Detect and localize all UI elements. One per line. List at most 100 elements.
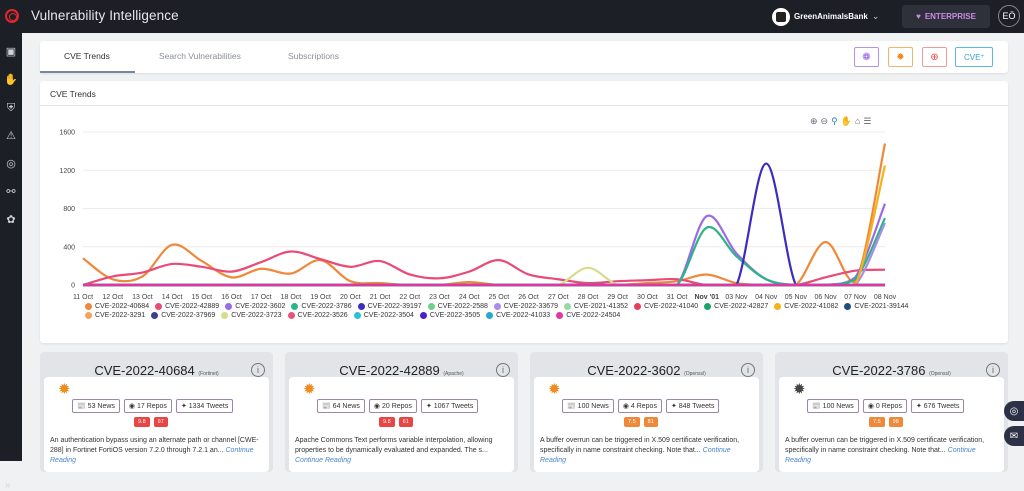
legend-item[interactable]: CVE-2022-40684 bbox=[85, 303, 149, 310]
network-icon[interactable]: ⚯ bbox=[6, 186, 16, 198]
trend-score: 61 bbox=[398, 417, 413, 427]
legend-item[interactable]: CVE-2022-3504 bbox=[353, 312, 414, 319]
info-icon[interactable]: i bbox=[986, 363, 1000, 377]
add-button[interactable]: ⊕ bbox=[922, 47, 947, 67]
y-tick-label: 1600 bbox=[59, 130, 75, 137]
x-tick-label: 26 Oct bbox=[518, 294, 539, 301]
tweets-count-text: 676 Tweets bbox=[923, 403, 960, 410]
cve-card[interactable]: CVE-2022-3786 (Openssl) i ✹ 📰 100 News ◉… bbox=[775, 352, 1008, 472]
cvss-score: 7.5 bbox=[869, 417, 885, 427]
hand-icon[interactable]: ✋ bbox=[4, 74, 18, 86]
legend-label: CVE-2022-39197 bbox=[367, 303, 422, 310]
tab-search-vulnerabilities[interactable]: Search Vulnerabilities bbox=[159, 51, 241, 61]
cve-card[interactable]: CVE-2022-40684 (Fortinet) i ✹ 📰 53 News … bbox=[40, 352, 273, 472]
spider-filter-button[interactable]: ✹ bbox=[888, 47, 913, 67]
tweets-count-text: 1067 Tweets bbox=[433, 403, 474, 410]
legend-item[interactable]: CVE-2022-42827 bbox=[704, 303, 768, 310]
legend-item[interactable]: CVE-2022-42889 bbox=[155, 303, 219, 310]
news-count[interactable]: 📰 64 News bbox=[317, 399, 365, 413]
alert-icon[interactable]: ⚠ bbox=[6, 130, 16, 142]
scores-row: 9.8 61 bbox=[379, 417, 413, 427]
radar-icon[interactable]: ◎ bbox=[6, 158, 16, 170]
tweets-count[interactable]: ✦ 1067 Tweets bbox=[420, 399, 479, 413]
zoom-out-icon[interactable]: ⊖ bbox=[820, 116, 829, 126]
stats-row: 📰 53 News ◉ 17 Repos ✦ 1334 Tweets bbox=[72, 399, 234, 413]
scores-row: 9.8 97 bbox=[134, 417, 168, 427]
cve-card[interactable]: CVE-2022-42889 (Apache) i ✹ 📰 64 News ◉ … bbox=[285, 352, 518, 472]
bug-icon[interactable]: ✿ bbox=[6, 214, 16, 226]
bug-filter-button[interactable]: ❁ bbox=[854, 47, 879, 67]
legend-item[interactable]: CVE-2022-3291 bbox=[85, 312, 145, 319]
scan-icon[interactable]: ▣ bbox=[5, 46, 17, 58]
support-button[interactable]: ◎ bbox=[1004, 401, 1024, 421]
x-tick-label: 28 Oct bbox=[578, 294, 599, 301]
x-tick-label: 14 Oct bbox=[162, 294, 183, 301]
x-tick-label: 16 Oct bbox=[221, 294, 242, 301]
heart-icon: ♥ bbox=[916, 12, 921, 21]
tweets-count-text: 848 Tweets bbox=[678, 403, 715, 410]
tab-subscriptions[interactable]: Subscriptions bbox=[288, 51, 340, 61]
chart-toolbar: ⊕ ⊖ ⚲ ✋ ⌂ ☰ bbox=[810, 116, 871, 127]
legend-item[interactable]: CVE-2022-3526 bbox=[287, 312, 348, 319]
info-icon[interactable]: i bbox=[741, 363, 755, 377]
user-avatar[interactable]: EÖ bbox=[998, 5, 1020, 27]
legend-item[interactable]: CVE-2022-41033 bbox=[486, 312, 550, 319]
cve-id: CVE-2022-40684 (Fortinet) bbox=[40, 363, 273, 378]
info-icon[interactable]: i bbox=[251, 363, 265, 377]
app-logo-icon[interactable] bbox=[5, 9, 19, 23]
chat-button[interactable]: ✉ bbox=[1004, 426, 1024, 446]
tweets-count[interactable]: ✦ 1334 Tweets bbox=[175, 399, 234, 413]
tab-cve-trends[interactable]: CVE Trends bbox=[64, 51, 110, 61]
info-icon[interactable]: i bbox=[496, 363, 510, 377]
spider-icon: ✹ bbox=[303, 381, 316, 398]
repos-count[interactable]: ◉ 17 Repos bbox=[123, 399, 172, 413]
legend-item[interactable]: CVE-2022-33679 bbox=[493, 303, 558, 310]
tweets-count[interactable]: ✦ 676 Tweets bbox=[910, 399, 965, 413]
repos-count[interactable]: ◉ 20 Repos bbox=[368, 399, 417, 413]
legend-label: CVE-2022-42889 bbox=[165, 303, 220, 310]
legend-item[interactable]: CVE-2022-24504 bbox=[556, 312, 620, 319]
legend-item[interactable]: CVE-2022-2588 bbox=[427, 303, 488, 310]
cve-description: Apache Commons Text performs variable in… bbox=[295, 436, 510, 466]
legend-item[interactable]: CVE-2021-39144 bbox=[844, 303, 908, 310]
cve-card[interactable]: CVE-2022-3602 (Openssl) i ✹ 📰 100 News ◉… bbox=[530, 352, 763, 472]
legend-dot bbox=[85, 312, 92, 319]
legend-dot bbox=[493, 303, 501, 310]
tweets-count[interactable]: ✦ 848 Tweets bbox=[665, 399, 720, 413]
legend-dot bbox=[427, 303, 435, 310]
magnifier-icon[interactable]: ⚲ bbox=[831, 116, 838, 126]
legend-item[interactable]: CVE-2022-3723 bbox=[221, 312, 282, 319]
legend-item[interactable]: CVE-2022-37969 bbox=[151, 312, 215, 319]
news-count-text: 64 News bbox=[332, 403, 360, 410]
menu-icon[interactable]: ☰ bbox=[863, 116, 872, 126]
expand-sidebar-icon[interactable]: » bbox=[5, 480, 11, 491]
legend-item[interactable]: CVE-2022-3786 bbox=[291, 303, 352, 310]
repos-count[interactable]: ◉ 4 Repos bbox=[617, 399, 662, 413]
pan-hand-icon[interactable]: ✋ bbox=[840, 116, 852, 126]
cve-id-text: CVE-2022-42889 bbox=[339, 363, 440, 378]
cve-vendor: (Fortinet) bbox=[198, 371, 219, 377]
legend-item[interactable]: CVE-2022-3505 bbox=[419, 312, 480, 319]
cvss-score: 9.8 bbox=[134, 417, 150, 427]
cve-subscribe-button[interactable]: CVE + bbox=[955, 47, 993, 67]
news-count[interactable]: 📰 100 News bbox=[807, 399, 859, 413]
zoom-in-icon[interactable]: ⊕ bbox=[810, 116, 818, 126]
news-count[interactable]: 📰 53 News bbox=[72, 399, 120, 413]
cve-id-text: CVE-2022-3786 bbox=[832, 363, 926, 378]
legend-dot bbox=[151, 312, 159, 319]
legend-dot bbox=[357, 303, 365, 310]
enterprise-badge[interactable]: ♥ ENTERPRISE bbox=[902, 5, 990, 28]
cve-vendor: (Openssl) bbox=[684, 371, 706, 377]
legend-item[interactable]: CVE-2022-39197 bbox=[357, 303, 422, 310]
legend-item[interactable]: CVE-2021-41352 bbox=[563, 303, 628, 310]
news-count[interactable]: 📰 100 News bbox=[562, 399, 614, 413]
series-line bbox=[83, 203, 887, 287]
legend-item[interactable]: CVE-2022-41082 bbox=[774, 303, 838, 310]
legend-item[interactable]: CVE-2022-41040 bbox=[634, 303, 698, 310]
org-switcher[interactable]: GreenAnimalsBank ⌄ bbox=[770, 5, 892, 28]
cve-button-label: CVE bbox=[964, 52, 981, 62]
legend-item[interactable]: CVE-2022-3602 bbox=[225, 303, 285, 310]
home-icon[interactable]: ⌂ bbox=[854, 116, 861, 126]
shield-icon[interactable]: ⛨ bbox=[6, 102, 16, 114]
repos-count[interactable]: ◉ 0 Repos bbox=[862, 399, 907, 413]
